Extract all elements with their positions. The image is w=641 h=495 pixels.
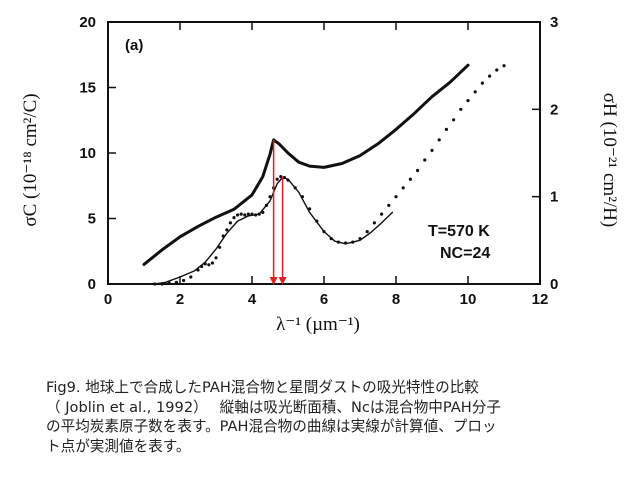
data-point [153, 282, 157, 286]
y-left-tick-label: 15 [79, 80, 96, 97]
data-point [365, 230, 369, 234]
data-point [502, 64, 506, 68]
data-point [416, 168, 420, 173]
x-tick-label: 4 [248, 291, 257, 308]
data-point [401, 186, 405, 190]
data-point [261, 210, 265, 214]
caption-line: （ Joblin et al., 1992） 縦軸は吸光断面積、Ncは混合物中P… [46, 398, 501, 416]
data-point [473, 90, 477, 94]
y-left-tick-label: 0 [88, 276, 96, 293]
marker-arrowhead [269, 277, 278, 285]
data-point [380, 212, 384, 216]
data-point [257, 212, 261, 216]
data-point [300, 195, 304, 199]
data-point [210, 261, 214, 265]
marker-group [269, 139, 287, 285]
data-point [480, 81, 484, 85]
data-point [254, 213, 258, 217]
data-point [336, 240, 340, 244]
data-point [232, 216, 236, 220]
data-point [495, 68, 499, 72]
data-point [243, 213, 247, 217]
data-point [408, 177, 412, 181]
data-point [182, 278, 186, 283]
data-point [430, 148, 434, 152]
data-point [246, 212, 250, 216]
data-point [236, 213, 240, 217]
data-point [189, 275, 193, 279]
y-right-tick-label: 3 [550, 14, 558, 31]
x-tick-label: 2 [176, 291, 184, 308]
data-point [228, 221, 232, 225]
y-right-tick-label: 1 [550, 189, 558, 206]
y-left-tick-label: 5 [88, 211, 96, 228]
caption-line: の平均炭素原子数を表す。PAH混合物の曲線は実線が計算値、プロッ [46, 418, 497, 435]
data-point [207, 263, 211, 267]
y-left-tick-label: 20 [79, 14, 96, 31]
data-point [437, 138, 441, 142]
data-point [459, 107, 463, 111]
data-point [203, 262, 207, 266]
x-tick-label: 0 [104, 291, 112, 308]
y-left-axis-label: σC (10⁻¹⁸ cm²/C) [20, 93, 41, 226]
data-point [268, 195, 272, 199]
data-point [488, 74, 492, 78]
data-point [167, 281, 171, 285]
axis-ticks [107, 21, 541, 285]
data-point [250, 212, 254, 216]
series-group [142, 63, 506, 286]
data-point [293, 186, 297, 190]
x-tick-label: 8 [392, 291, 400, 308]
data-point [466, 99, 470, 103]
data-point [282, 175, 286, 180]
y-right-tick-label: 0 [550, 276, 558, 293]
data-point [214, 256, 218, 260]
data-point [218, 245, 222, 249]
data-point [329, 237, 333, 241]
data-point [286, 178, 290, 182]
y-left-tick-label: 10 [79, 145, 96, 162]
x-axis-label: λ⁻¹ (µm⁻¹) [276, 314, 360, 335]
data-point [264, 203, 268, 207]
marker-arrowhead [278, 277, 287, 285]
x-tick-label: 10 [460, 291, 477, 308]
data-point [315, 219, 319, 223]
data-point [351, 240, 355, 244]
data-point [344, 241, 348, 245]
caption-line: Fig9. 地球上で合成したPAH混合物と星間ダストの吸光特性の比較 [46, 379, 479, 396]
figure-caption: Fig9. 地球上で合成したPAH混合物と星間ダストの吸光特性の比較 （ Job… [46, 378, 621, 456]
data-point [279, 175, 283, 179]
annotation-temperature: T=570 K [428, 223, 490, 240]
data-point [174, 280, 178, 284]
data-point [358, 237, 362, 241]
data-point [423, 158, 427, 162]
data-point [200, 264, 204, 269]
y-right-axis-label: σH (10⁻²¹ cm²/H) [599, 93, 620, 227]
x-tick-label: 6 [320, 291, 328, 308]
data-point [322, 230, 326, 234]
y-right-tick-label: 2 [550, 101, 558, 118]
data-point [387, 203, 391, 207]
panel-label: (a) [125, 37, 143, 54]
data-point [221, 234, 225, 238]
annotation-carbon-number: NC=24 [440, 245, 490, 262]
x-tick-label: 12 [532, 291, 549, 308]
data-point [444, 127, 448, 131]
series-line-left [142, 63, 470, 266]
data-point [160, 282, 164, 286]
caption-line: ト点が実測値を表す。 [46, 437, 191, 455]
data-point [275, 177, 279, 181]
data-point [308, 207, 312, 211]
data-point [372, 221, 376, 225]
data-point [239, 212, 243, 216]
data-point [394, 195, 398, 199]
data-point [452, 118, 456, 122]
data-point [225, 228, 229, 232]
data-point [196, 268, 200, 272]
